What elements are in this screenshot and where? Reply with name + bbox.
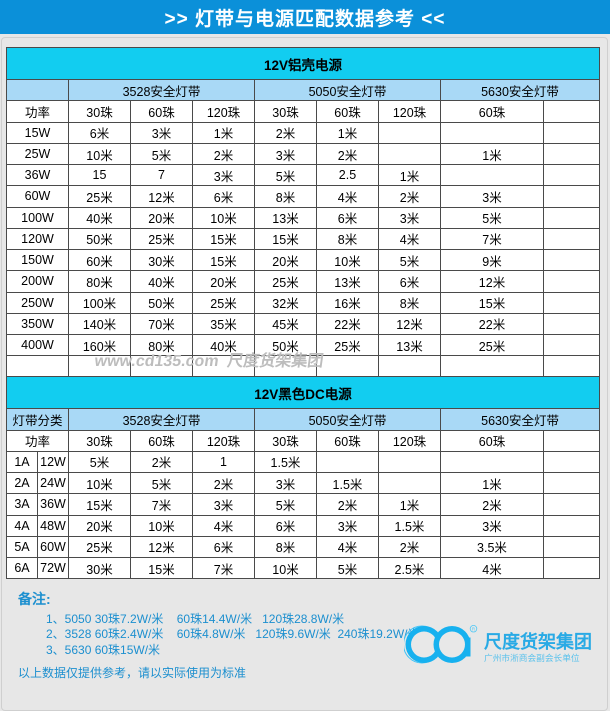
svg-text:广州市淅商会副会长单位: 广州市淅商会副会长单位: [484, 652, 580, 663]
svg-text:尺度货架集团: 尺度货架集团: [484, 631, 592, 652]
svg-text:R: R: [472, 627, 475, 632]
